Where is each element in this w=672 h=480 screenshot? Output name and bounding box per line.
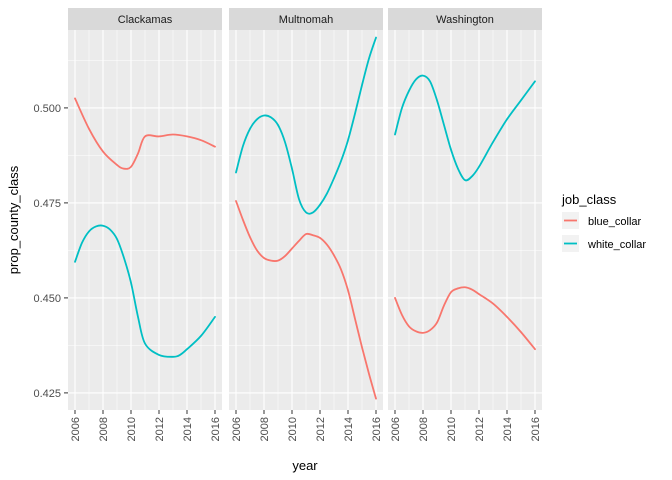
y-tick-label: 0.500 [33, 103, 61, 115]
series-line-blue-collar [235, 200, 377, 400]
facet-strip [229, 8, 383, 30]
x-tick-label: 2016 [210, 417, 222, 441]
facet-strip-label: Multnomah [279, 14, 333, 26]
series-line-white-collar [235, 36, 377, 215]
x-tick-label: 2010 [446, 417, 458, 441]
facet-strip-label: Clackamas [118, 14, 173, 26]
legend-label: blue_collar [588, 216, 642, 228]
series-line-blue-collar [74, 97, 216, 170]
legend-title: job_class [561, 192, 617, 207]
x-tick-label: 2008 [418, 417, 430, 441]
series-line-blue-collar [394, 286, 536, 351]
x-tick-label: 2006 [231, 417, 243, 441]
x-tick-label: 2006 [70, 417, 82, 441]
y-axis: 0.425 0.450 0.475 0.500 [33, 103, 68, 400]
x-tick-label: 2012 [154, 417, 166, 441]
series-line-white-collar [74, 224, 216, 358]
x-tick-label: 2016 [371, 417, 383, 441]
facet-panel-washington: Washington 2006 2008 2010 2012 2014 2016 [388, 8, 542, 441]
x-tick-label: 2012 [315, 417, 327, 441]
x-tick-label: 2016 [530, 417, 542, 441]
x-tick-label: 2014 [182, 417, 194, 441]
series-line-white-collar [394, 74, 536, 182]
x-axis-title: year [292, 458, 318, 473]
facet-strip [68, 8, 222, 30]
y-tick-label: 0.475 [33, 198, 61, 210]
x-tick-label: 2014 [502, 417, 514, 441]
y-tick-label: 0.425 [33, 388, 61, 400]
x-tick-label: 2008 [259, 417, 271, 441]
legend-item-white-collar: white_collar [562, 235, 646, 252]
facet-strip [388, 8, 542, 30]
x-tick-label: 2006 [390, 417, 402, 441]
y-axis-title: prop_county_class [6, 165, 21, 274]
x-tick-label: 2014 [343, 417, 355, 441]
facet-panel-multnomah: Multnomah 2006 2008 2010 2012 2014 2016 [229, 8, 383, 441]
x-tick-label: 2010 [287, 417, 299, 441]
facet-panel-clackamas: Clackamas 2006 2008 2010 2012 2014 2016 [68, 8, 222, 441]
legend-label: white_collar [587, 239, 646, 251]
y-tick-label: 0.450 [33, 293, 61, 305]
legend-item-blue-collar: blue_collar [562, 212, 642, 229]
x-tick-label: 2010 [126, 417, 138, 441]
legend: job_class blue_collar white_collar [561, 192, 646, 252]
facet-strip-label: Washington [436, 14, 494, 26]
x-tick-label: 2008 [98, 417, 110, 441]
x-tick-label: 2012 [474, 417, 486, 441]
